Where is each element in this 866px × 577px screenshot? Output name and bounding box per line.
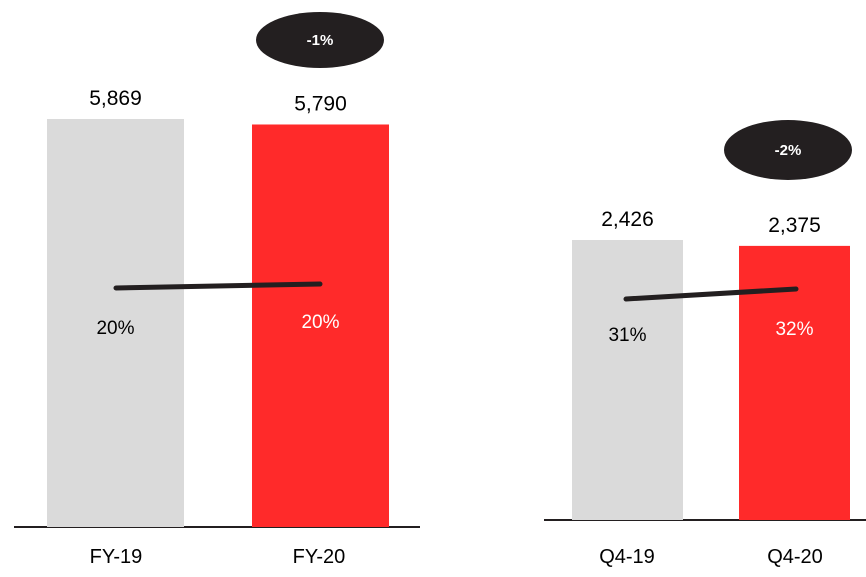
fy-20-value-label: 5,790 (294, 92, 347, 115)
q4-change-label: -2% (775, 142, 802, 159)
fy-change-badge (256, 12, 384, 68)
q4-20-margin-label: 32% (775, 319, 813, 340)
fy-19-bar (47, 119, 184, 527)
q4-change-badge (724, 120, 852, 180)
q4-20-value-label: 2,375 (768, 214, 821, 237)
fy-19-category-label: FY-19 (90, 546, 143, 568)
q4-20-category-label: Q4-20 (767, 546, 823, 568)
q4-19-value-label: 2,426 (601, 208, 654, 231)
fy-20-margin-label: 20% (301, 312, 339, 333)
fy-20-category-label: FY-20 (293, 546, 346, 568)
fy-chart: 5,869 5,790 20% 20% FY-19 FY-20 -1% (14, 12, 420, 568)
q4-chart: 2,426 2,375 31% 32% Q4-19 Q4-20 -2% (544, 120, 866, 568)
fy-margin-line (113, 281, 323, 291)
fy-19-value-label: 5,869 (89, 87, 142, 110)
fy-20-bar (252, 124, 389, 527)
fy-change-label: -1% (307, 32, 334, 49)
q4-margin-line (623, 286, 799, 302)
q4-19-category-label: Q4-19 (599, 546, 655, 568)
q4-19-bar (572, 240, 683, 520)
fy-19-margin-label: 20% (96, 318, 134, 339)
q4-19-margin-label: 31% (608, 325, 646, 346)
